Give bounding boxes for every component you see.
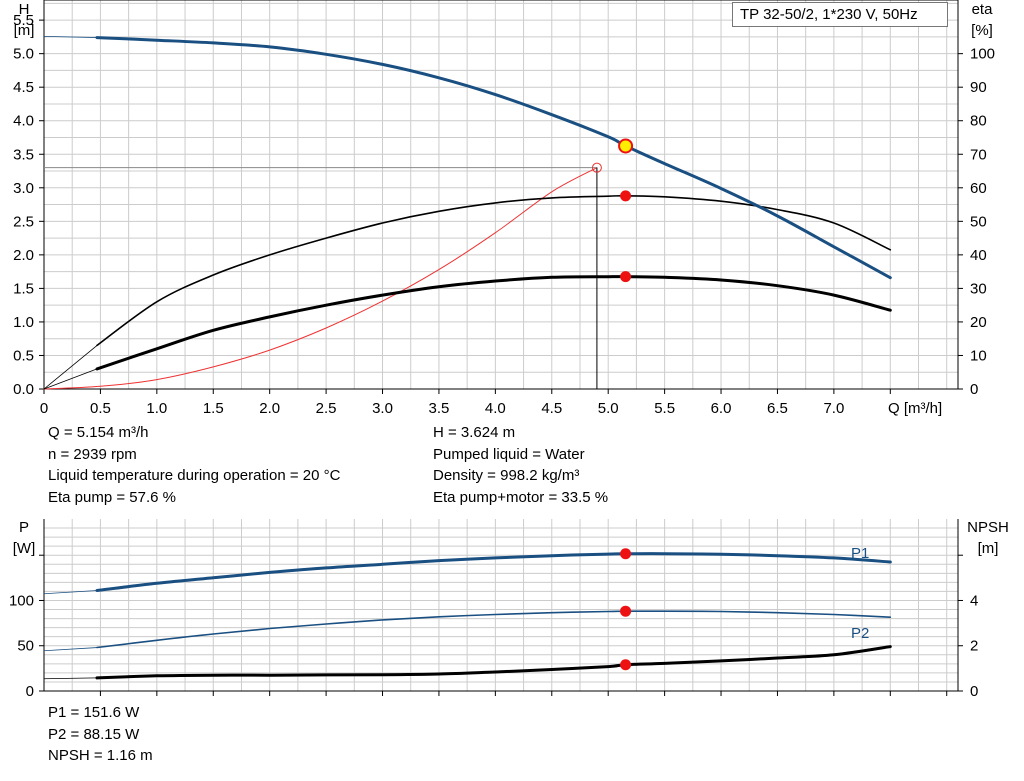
y2-tick-label: 70 xyxy=(970,146,987,163)
y-tick-label: 3.0 xyxy=(13,180,34,197)
duty-point-npsh xyxy=(620,659,632,671)
x-tick-label: 5.5 xyxy=(654,400,675,417)
x-tick-label: 3.5 xyxy=(429,400,450,417)
npsh-axis-label: NPSH xyxy=(967,519,1009,536)
info-bottom: P1 = 151.6 W P2 = 88.15 W NPSH = 1.16 m xyxy=(48,702,153,767)
system-curve xyxy=(43,167,598,390)
y2-tick-label: 30 xyxy=(970,280,987,297)
y-tick-label: 0.5 xyxy=(13,347,34,364)
x-tick-label: 6.5 xyxy=(767,400,788,417)
info-density: Density = 998.2 kg/m³ xyxy=(433,467,580,484)
eta-pump-motor-curve-extrapolation xyxy=(43,368,98,390)
y2-tick-label: 10 xyxy=(970,347,987,364)
y2-tick-label: 60 xyxy=(970,180,987,197)
x-tick-label: 0 xyxy=(40,400,48,417)
info-flow: Q = 5.154 m³/h xyxy=(48,424,149,441)
y-tick-label: 4.5 xyxy=(13,79,34,96)
info-eta-pump-motor: Eta pump+motor = 33.5 % xyxy=(433,488,609,506)
info-npsh: NPSH = 1.16 m xyxy=(48,747,153,764)
x-tick-label: 1.5 xyxy=(203,400,224,417)
y-tick-label: 5.5 xyxy=(13,12,34,29)
p1-curve xyxy=(95,552,892,592)
x-tick-label: 4.5 xyxy=(541,400,562,417)
y-axis-label: H xyxy=(19,1,30,18)
x-tick-label: 7.0 xyxy=(823,400,844,417)
x-tick-label: 6.0 xyxy=(711,400,732,417)
y-tick-label: 4.0 xyxy=(13,113,34,130)
npsh-curve xyxy=(95,645,892,680)
info-speed: n = 2939 rpm xyxy=(48,445,137,463)
y2-axis-unit: [%] xyxy=(971,22,993,39)
y-tick-label: 2.0 xyxy=(13,247,34,264)
duty-point-eta-pump-motor xyxy=(620,271,632,283)
duty-point-p1 xyxy=(620,548,632,560)
npsh-tick-label: 4 xyxy=(970,592,978,609)
y2-tick-label: 0 xyxy=(970,381,978,398)
npsh-axis-unit: [m] xyxy=(978,540,999,557)
info-p2: P2 = 88.15 W xyxy=(48,725,140,743)
y2-tick-label: 20 xyxy=(970,314,987,331)
x-tick-label: 3.0 xyxy=(372,400,393,417)
y-tick-label: 3.5 xyxy=(13,146,34,163)
y2-tick-label: 40 xyxy=(970,247,987,264)
p-axis-label: P xyxy=(19,519,29,536)
y-tick-label: 0.0 xyxy=(13,381,34,398)
eta-pump-curve-extrapolation xyxy=(43,345,98,390)
duty-point-eta-pump xyxy=(620,190,632,202)
y-axis-unit: [m] xyxy=(14,22,35,39)
p1-curve-extrapolation xyxy=(43,590,98,595)
p-tick-label: 100 xyxy=(9,592,34,609)
duty-point-head xyxy=(618,138,634,154)
eta-pump-motor-curve xyxy=(95,275,892,371)
p2-series-label: P2 xyxy=(851,625,869,642)
info-top-right: H = 3.624 m Pumped liquid = Water Densit… xyxy=(433,422,608,508)
p1-series-label: P1 xyxy=(851,545,869,562)
npsh-tick-label: 0 xyxy=(970,683,978,700)
x-axis-label: Q [m³/h] xyxy=(888,400,942,417)
head-curve-extrapolation xyxy=(43,35,98,38)
y2-tick-label: 100 xyxy=(970,46,995,63)
info-head: H = 3.624 m xyxy=(433,424,516,441)
y-tick-label: 1.5 xyxy=(13,280,34,297)
info-p1: P1 = 151.6 W xyxy=(48,704,140,721)
chart-title: TP 32-50/2, 1*230 V, 50Hz xyxy=(732,2,948,27)
p-tick-label: 50 xyxy=(17,638,34,655)
p2-curve xyxy=(96,610,892,649)
x-tick-label: 1.0 xyxy=(146,400,167,417)
info-top-left: Q = 5.154 m³/h n = 2939 rpm Liquid tempe… xyxy=(48,422,340,508)
y2-tick-label: 50 xyxy=(970,213,987,230)
npsh-tick-label: 2 xyxy=(970,638,978,655)
reference-point xyxy=(591,162,602,173)
y2-tick-label: 80 xyxy=(970,113,987,130)
y2-axis-label: eta xyxy=(972,1,994,18)
p2-curve-extrapolation xyxy=(43,647,98,652)
x-tick-label: 2.0 xyxy=(259,400,280,417)
y-tick-label: 2.5 xyxy=(13,213,34,230)
y2-tick-label: 90 xyxy=(970,79,987,96)
p-axis-unit: [W] xyxy=(13,540,36,557)
head-curve xyxy=(95,36,892,280)
duty-point-p2 xyxy=(620,605,632,617)
p-tick-label: 0 xyxy=(26,683,34,700)
info-eta-pump: Eta pump = 57.6 % xyxy=(48,488,176,506)
x-tick-label: 0.5 xyxy=(90,400,111,417)
y-tick-label: 5.0 xyxy=(13,46,34,63)
x-tick-label: 4.0 xyxy=(485,400,506,417)
info-pumped-liquid: Pumped liquid = Water xyxy=(433,445,585,463)
info-liquid-temperature: Liquid temperature during operation = 20… xyxy=(48,467,341,484)
y-tick-label: 1.0 xyxy=(13,314,34,331)
npsh-curve-extrapolation xyxy=(43,677,98,680)
x-tick-label: 2.5 xyxy=(316,400,337,417)
x-tick-label: 5.0 xyxy=(598,400,619,417)
eta-pump-curve xyxy=(96,194,892,347)
